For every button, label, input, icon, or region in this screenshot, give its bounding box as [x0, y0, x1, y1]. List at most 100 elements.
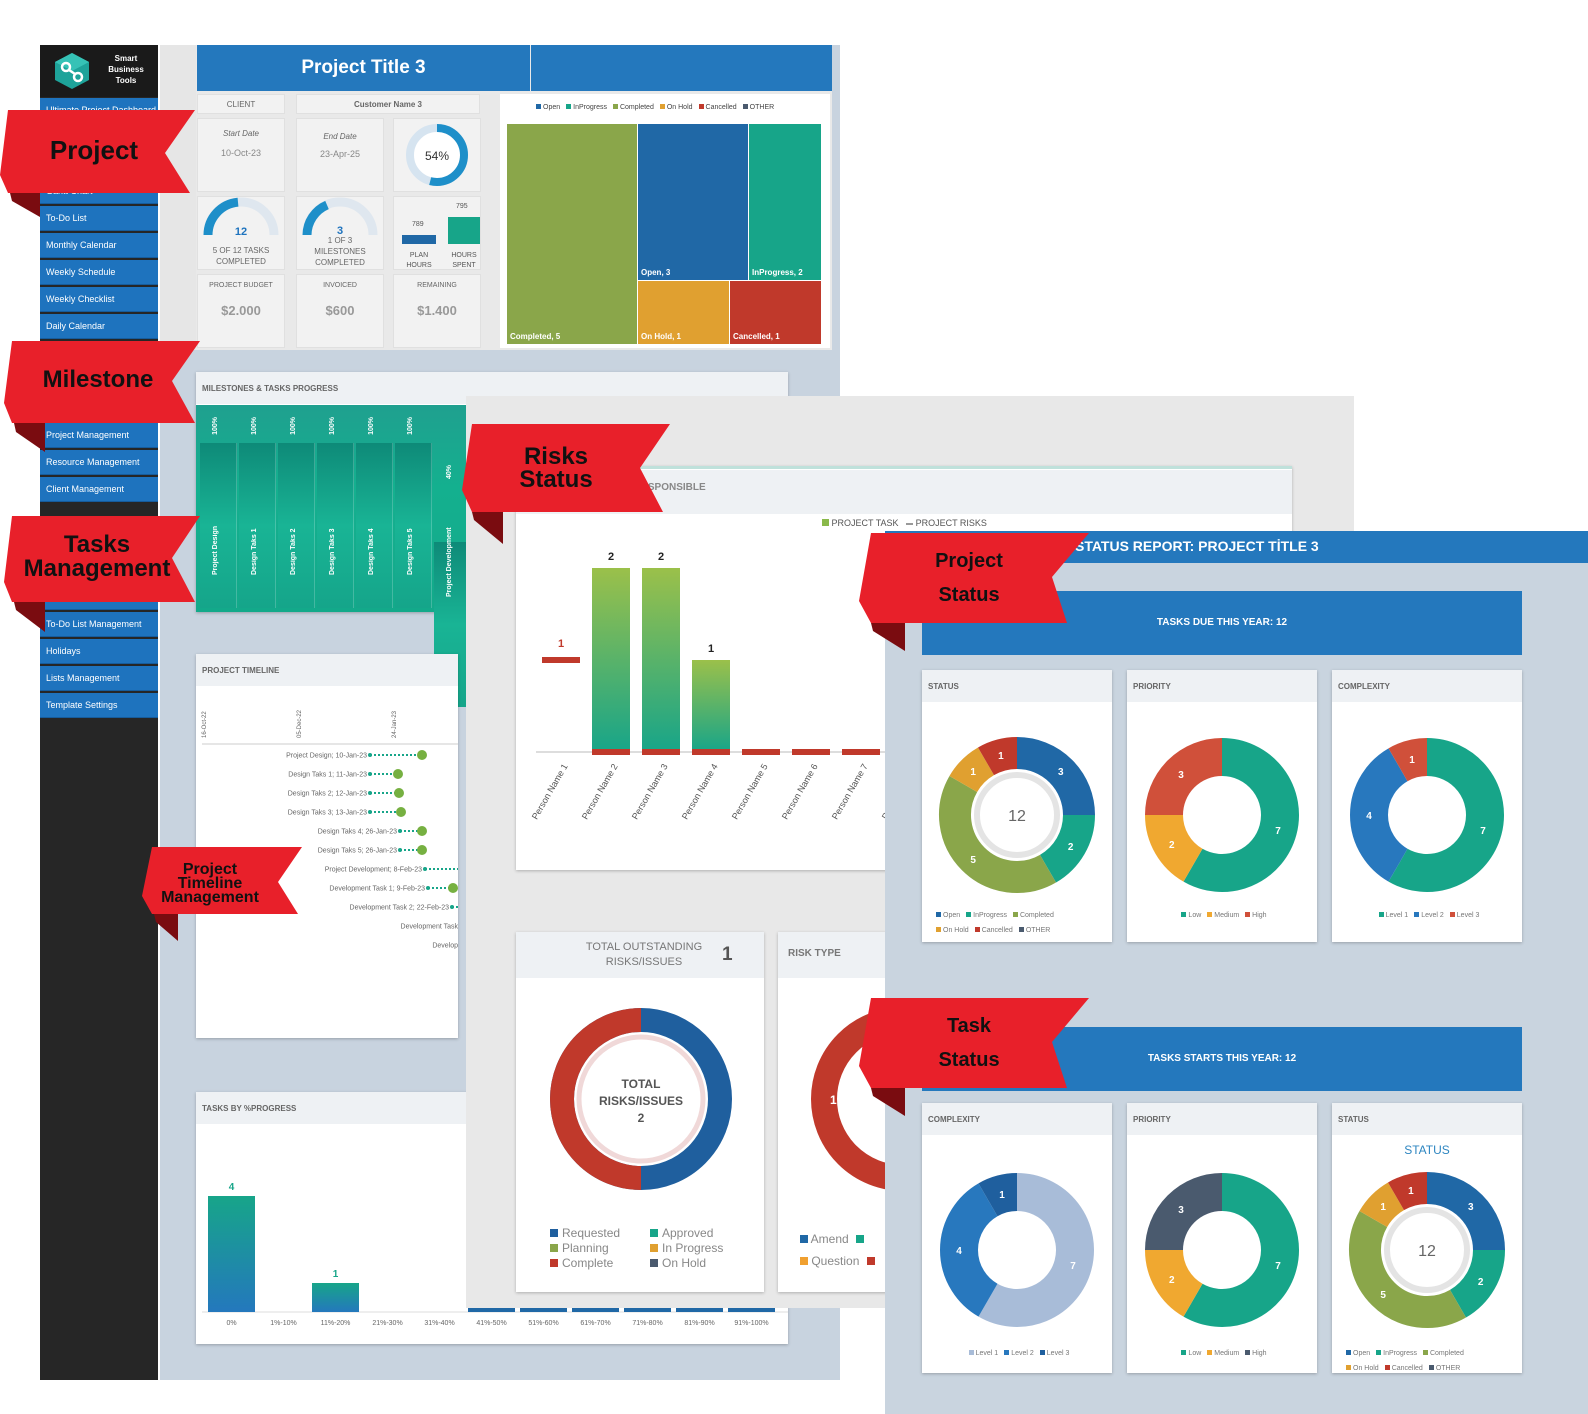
sr-donut-segment	[1039, 814, 1095, 883]
legend-swatch-extra-1	[856, 1235, 865, 1243]
sr-donut-segment	[1350, 748, 1409, 882]
sr-legend-swatch	[1004, 1350, 1010, 1355]
treemap-label-cancelled: Cancelled, 1	[733, 332, 780, 341]
start-date-label: Start Date	[222, 129, 259, 138]
ribbon-risks-text-1: Risks	[524, 443, 588, 470]
sr-legend-swatch	[1039, 1350, 1045, 1355]
timeline-row-end	[417, 845, 427, 855]
sr-donut-segment	[978, 737, 1018, 776]
sr-donut-label: 1	[1380, 1202, 1386, 1213]
sr-legend-swatch	[1018, 927, 1024, 932]
sidebar-item-daily-calendar[interactable]: Daily Calendar	[40, 314, 158, 339]
timeline-axis-label: 16-Oct-22	[202, 711, 208, 738]
sr-legend-label: Level 2	[1011, 1350, 1034, 1357]
progress-card: 54%	[393, 118, 481, 192]
ribbon-timeline-text-3: Management	[161, 889, 259, 906]
ribbon-timeline-text-2: Timeline	[178, 875, 243, 892]
sr-donut-label: 3	[1178, 770, 1184, 781]
responsible-person-label: Person Name 7	[830, 762, 870, 821]
sr-panel-title: COMPLEXITY	[1332, 670, 1522, 702]
sidebar-item-lists-management[interactable]: Lists Management	[40, 666, 158, 691]
sr-donut-segment	[939, 776, 1056, 893]
progress-donut: 54%	[406, 124, 468, 186]
sidebar-item-holidays[interactable]: Holidays	[40, 639, 158, 664]
sidebar-item-monthly-calendar[interactable]: Monthly Calendar	[40, 233, 158, 258]
treemap-legend-open: Open	[543, 104, 561, 111]
legend-risks-label: PROJECT RISKS	[915, 518, 987, 528]
sr-legend-swatch	[1181, 1350, 1187, 1355]
remaining-value: $1.400	[417, 303, 457, 318]
risks-legend-item-on-hold: On Hold	[650, 1256, 750, 1271]
timeline-axis-label: 05-Dec-22	[297, 709, 303, 738]
timeline-row-end	[394, 788, 404, 798]
timeline-row-label: Design Taks 4; 26-Jan-23	[318, 829, 397, 836]
responsible-task-bar	[592, 568, 630, 752]
treemap-legend-completed: Completed	[619, 104, 654, 111]
plan-hours-value: 789	[412, 221, 424, 228]
sidebar-item-weekly-checklist[interactable]: Weekly Checklist	[40, 287, 158, 312]
milestone-bar-pct: 100%	[329, 417, 336, 435]
risks-legend-swatch	[650, 1259, 658, 1267]
sr-donut-segment	[1388, 1172, 1428, 1211]
sr-donut: 7 2 3	[1145, 1173, 1299, 1327]
plan-hours-bar	[402, 235, 436, 244]
responsible-task-value: 2	[608, 551, 614, 563]
sr-legend-label: Cancelled	[981, 927, 1013, 934]
sidebar-item-template-settings[interactable]: Template Settings	[40, 693, 158, 718]
risk-type-legend-amend: Amend	[800, 1228, 875, 1250]
milestone-bar-label: Design Taks 3	[329, 528, 336, 575]
sr-legend-label: Open	[1353, 1350, 1371, 1357]
sr-legend: Level 1 Level 2 Level 3	[1346, 908, 1512, 923]
sr-legend-swatch	[1245, 912, 1251, 917]
treemap-label-completed: Completed, 5	[510, 332, 561, 341]
risks-legend-label: Approved	[662, 1226, 714, 1240]
sidebar-item-project-management[interactable]: Project Management	[40, 423, 158, 448]
milestone-bar-pct: 100%	[251, 417, 258, 435]
risks-donut-complete	[550, 1008, 642, 1190]
sr-donut-segment	[940, 1183, 999, 1317]
start-date-card: Start Date 10-Oct-23	[197, 118, 285, 192]
tasks-progress-category: 81%-90%	[684, 1320, 714, 1327]
sr-donut-segment	[1145, 1249, 1204, 1317]
milestone-bar	[200, 443, 237, 608]
sr-legend-label: Completed	[1429, 1350, 1464, 1357]
dashboard-margin	[160, 45, 196, 350]
treemap-label-open: Open, 3	[641, 268, 671, 277]
tasks-progress-category: 71%-80%	[632, 1320, 662, 1327]
legend-swatch-question	[800, 1257, 808, 1265]
timeline-row-end	[396, 807, 406, 817]
sidebar-item-client-management[interactable]: Client Management	[40, 477, 158, 502]
sr-legend-swatch	[1384, 1365, 1390, 1370]
sidebar-item-to-do-list-management[interactable]: To-Do List Management	[40, 612, 158, 637]
sr-donut-segment	[1183, 1173, 1299, 1327]
sr-legend-swatch	[1207, 1350, 1213, 1355]
tasks-progress-category: 41%-50%	[476, 1320, 506, 1327]
sr-donut-label: 1	[1408, 1186, 1414, 1197]
sidebar-item-to-do-list[interactable]: To-Do List	[40, 206, 158, 231]
sr-legend-swatch	[1346, 1350, 1351, 1355]
client-label-card: CLIENT	[197, 94, 285, 114]
sr-donut-label: 3	[1468, 1202, 1474, 1213]
sr-panel-title: STATUS	[922, 670, 1112, 702]
client-label: CLIENT	[226, 100, 256, 109]
sidebar-item-weekly-schedule[interactable]: Weekly Schedule	[40, 260, 158, 285]
tasks-progress-bar	[312, 1283, 359, 1312]
sr-panel-complexity: COMPLEXITY 7 4 1 Level 1 Level 2 Level 3	[1332, 670, 1522, 942]
sr-legend-swatch	[1414, 912, 1420, 917]
risks-legend-item-planning: Planning	[550, 1241, 650, 1256]
milestone-bar-label: Project Design	[212, 525, 219, 575]
tasks-completed-card: 12 5 OF 12 TASKS COMPLETED	[197, 196, 285, 270]
sr-legend: Low Medium High	[1141, 908, 1307, 923]
sidebar-item-resource-management[interactable]: Resource Management	[40, 450, 158, 475]
ribbon-milestone-text: Milestone	[43, 366, 154, 393]
timeline-row-label: Design Taks 1; 11-Jan-23	[288, 772, 367, 779]
responsible-title: RESPONSIBLE	[634, 482, 706, 493]
sr-legend-label: High	[1252, 912, 1267, 919]
sr-donut: 3 2 5 1 1 12	[939, 737, 1095, 893]
tasks-progress-value: 1	[333, 1269, 339, 1280]
milestones-completed-card: 3 1 OF 3 MILESTONES COMPLETED	[296, 196, 384, 270]
budget-value: $2.000	[221, 303, 261, 318]
sr-donut-label: 7	[1480, 826, 1486, 837]
legend-amend-label: Amend	[810, 1232, 849, 1246]
sr-panel-title: STATUS	[1332, 1103, 1522, 1135]
